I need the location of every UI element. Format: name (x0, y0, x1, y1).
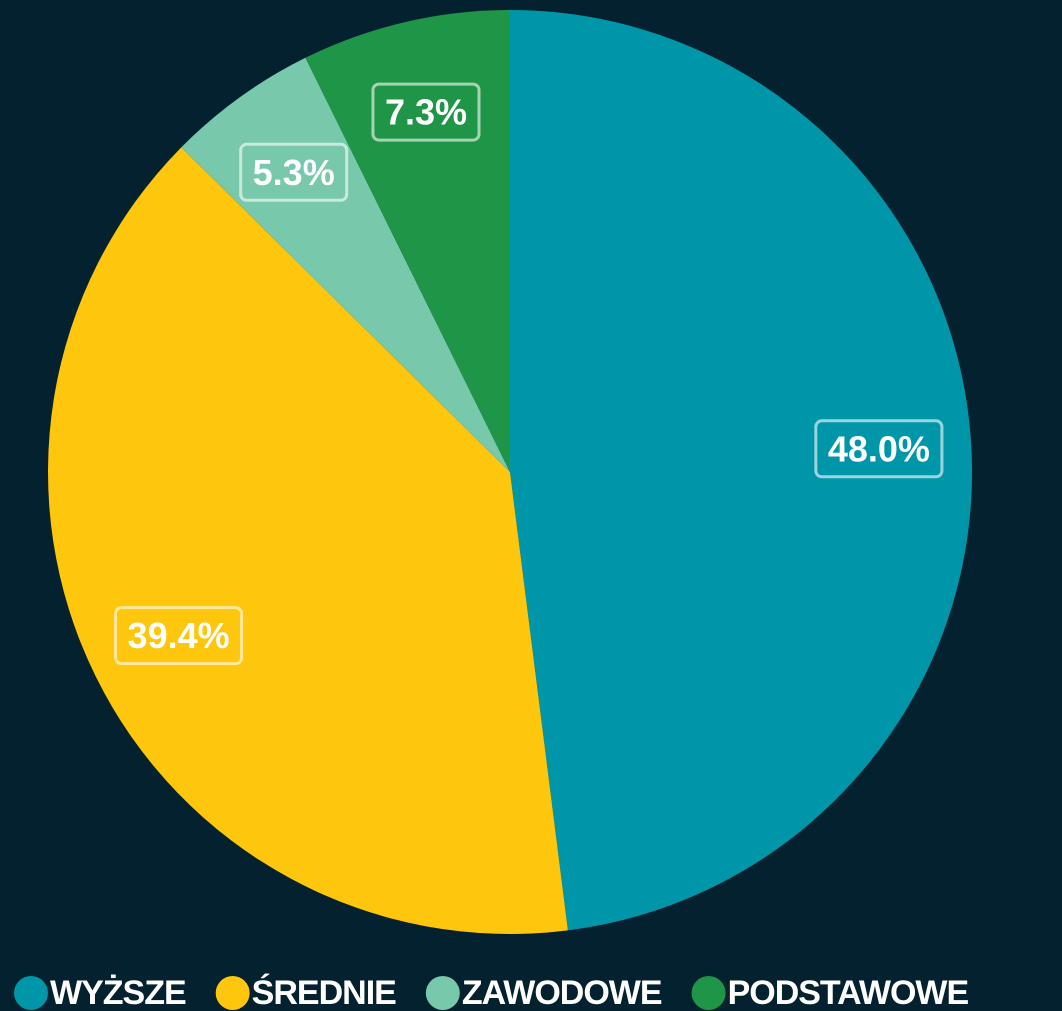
data-label-text: 7.3% (385, 92, 467, 133)
pie-slice (305, 10, 510, 472)
data-label-text: 48.0% (828, 428, 930, 469)
data-label-box (239, 142, 349, 202)
legend-marker (691, 976, 726, 1010)
legend-marker (215, 976, 250, 1010)
data-label-text: 5.3% (253, 152, 335, 193)
legend-label: ZAWODOWE (462, 974, 662, 1011)
data-label: 7.3% (371, 82, 481, 142)
legend-label: ŚREDNIE (252, 974, 396, 1011)
data-label: 48.0% (814, 419, 944, 479)
pie-slice (510, 10, 972, 931)
data-label: 5.3% (239, 142, 349, 202)
legend-label: PODSTAWOWE (728, 974, 969, 1011)
data-label-box (814, 419, 944, 479)
pie-slice (181, 57, 511, 473)
data-label-box (371, 82, 481, 142)
pie-slice (48, 147, 568, 934)
legend-marker (14, 976, 48, 1010)
data-label-box (114, 606, 244, 666)
legend-marker (425, 976, 460, 1010)
legend-label: WYŻSZE (50, 974, 186, 1011)
data-label-text: 39.4% (128, 615, 230, 656)
data-label: 39.4% (114, 606, 244, 666)
